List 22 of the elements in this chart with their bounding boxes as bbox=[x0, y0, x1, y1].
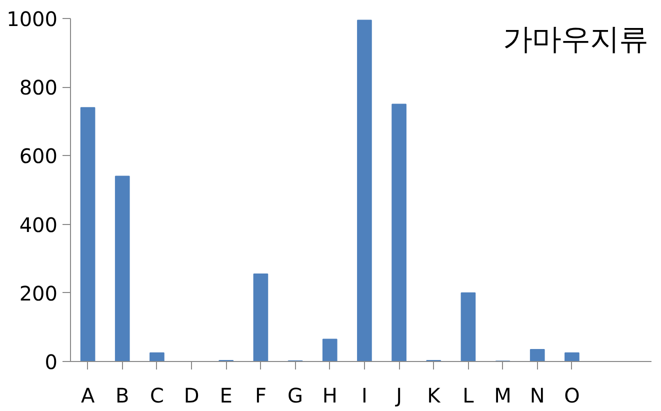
x-tick-label: M bbox=[494, 384, 512, 408]
x-tick-label: L bbox=[462, 384, 475, 408]
chart-title: 가마우지류 bbox=[503, 22, 648, 56]
y-tick-label: 800 bbox=[19, 76, 58, 100]
y-tick-label: 600 bbox=[19, 144, 58, 168]
y-tick-label: 400 bbox=[19, 212, 58, 237]
x-tick-label: H bbox=[322, 384, 338, 408]
x-tick-label: I bbox=[362, 384, 368, 408]
x-tick-label: A bbox=[80, 384, 95, 408]
y-tick-label: 0 bbox=[44, 350, 58, 374]
x-tick-label: F bbox=[254, 384, 266, 408]
x-tick-label: K bbox=[427, 384, 442, 408]
x-tick-label: O bbox=[564, 384, 580, 408]
x-tick-label: C bbox=[150, 384, 164, 408]
x-tick-label: D bbox=[184, 384, 200, 408]
x-tick-label: B bbox=[116, 384, 130, 408]
x-tick-label: G bbox=[288, 384, 304, 408]
y-tick-label: 1000 bbox=[6, 7, 58, 31]
x-tick-label: N bbox=[530, 384, 545, 408]
x-tick-label: E bbox=[220, 384, 232, 408]
y-tick-label: 200 bbox=[19, 281, 58, 306]
x-tick-label: J bbox=[394, 384, 402, 408]
